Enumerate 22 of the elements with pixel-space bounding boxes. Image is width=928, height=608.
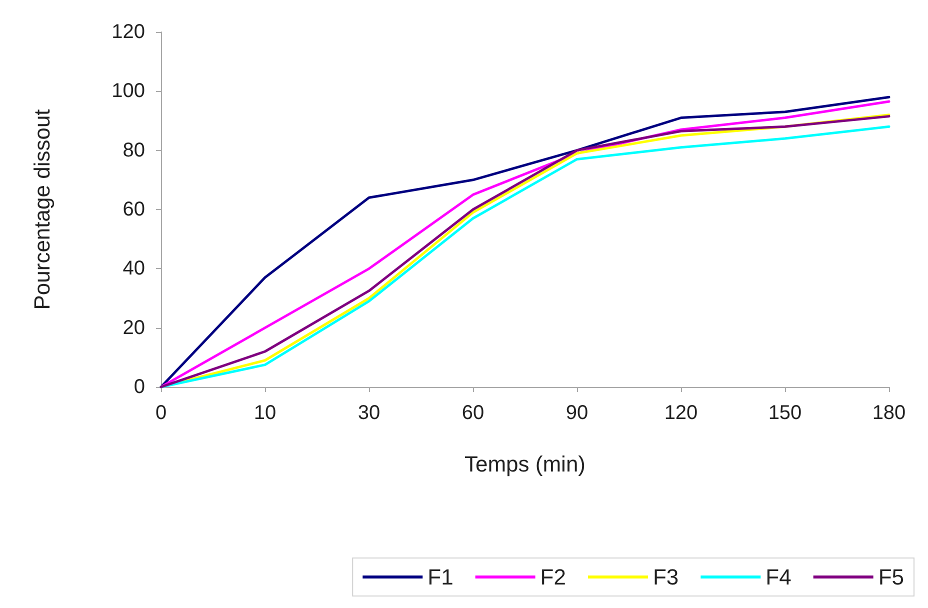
legend-label: F1 bbox=[428, 564, 454, 590]
x-tick-label: 30 bbox=[358, 402, 380, 424]
x-tick-label: 90 bbox=[566, 402, 588, 424]
y-tick-label: 100 bbox=[112, 80, 145, 102]
x-tick-label: 150 bbox=[768, 402, 802, 424]
legend-label: F4 bbox=[766, 564, 792, 590]
x-tick-label: 10 bbox=[254, 402, 276, 424]
y-tick-label: 120 bbox=[112, 21, 145, 43]
y-tick-label: 80 bbox=[122, 139, 145, 162]
x-axis-title: Temps (min) bbox=[464, 452, 586, 476]
x-tick-label: 120 bbox=[664, 402, 698, 424]
y-axis-title: Pourcentage dissout bbox=[30, 109, 54, 310]
legend-label: F5 bbox=[878, 564, 904, 590]
x-tick-label: 60 bbox=[462, 402, 484, 424]
y-tick-label: 60 bbox=[122, 198, 145, 220]
legend-label: F3 bbox=[652, 564, 679, 590]
y-tick-label: 0 bbox=[134, 376, 145, 398]
y-tick-label: 40 bbox=[122, 258, 145, 280]
y-tick-label: 20 bbox=[122, 316, 145, 339]
legend-label: F2 bbox=[540, 564, 566, 590]
x-tick-label: 0 bbox=[155, 402, 167, 424]
x-tick-label: 180 bbox=[872, 402, 906, 424]
